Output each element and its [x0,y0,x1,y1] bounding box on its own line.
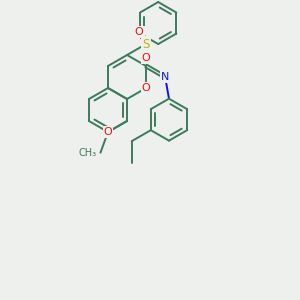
Text: S: S [142,38,150,50]
Text: O: O [142,83,151,93]
Text: CH₃: CH₃ [78,148,97,158]
Text: O: O [142,53,151,63]
Text: O: O [135,27,143,37]
Text: O: O [103,127,112,137]
Text: N: N [161,72,169,82]
